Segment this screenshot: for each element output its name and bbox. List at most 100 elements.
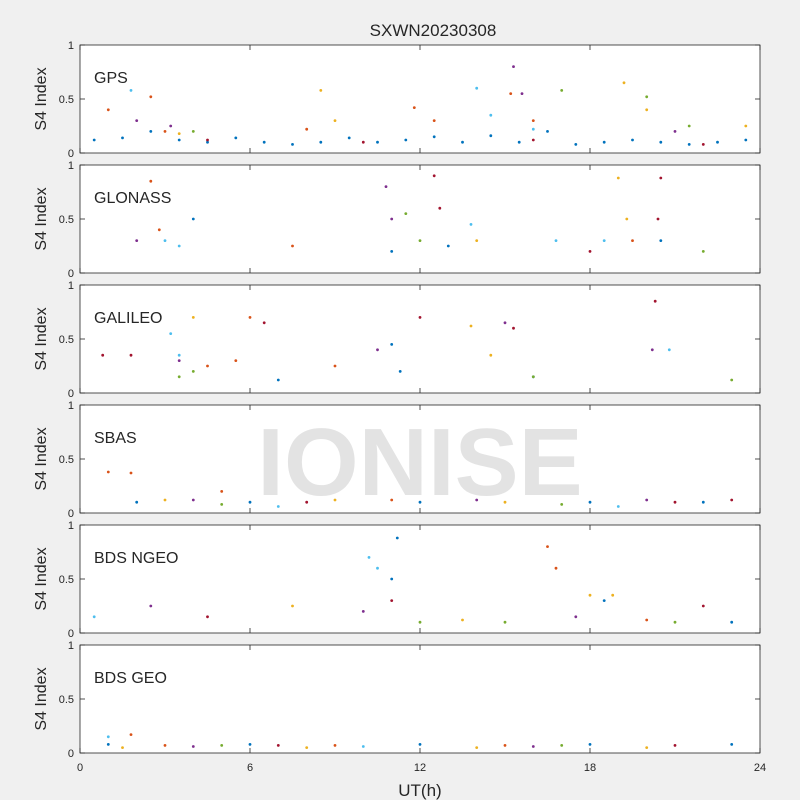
data-point: [469, 324, 473, 328]
data-point: [574, 615, 578, 619]
data-point: [489, 134, 493, 138]
panel-label: BDS GEO: [94, 670, 167, 687]
data-point: [744, 124, 748, 128]
data-point: [149, 604, 153, 608]
data-point: [395, 536, 399, 540]
data-point: [631, 138, 634, 142]
y-tick-label: 0.5: [59, 214, 74, 226]
x-tick-label: 6: [247, 762, 253, 774]
data-point: [744, 138, 748, 142]
panel-gps: 0 0.5 1 S4 Index GPS: [33, 40, 761, 160]
data-point: [149, 95, 153, 99]
scatter-points: [92, 536, 734, 624]
data-point: [730, 620, 734, 624]
data-point: [177, 375, 181, 379]
data-point: [645, 108, 649, 112]
data-point: [361, 140, 365, 144]
data-point: [716, 140, 719, 144]
y-tick-label: 0.5: [59, 694, 74, 706]
data-point: [503, 321, 507, 325]
panel-label: GPS: [94, 70, 128, 87]
data-point: [412, 106, 416, 109]
data-point: [262, 321, 266, 325]
data-point: [404, 212, 408, 216]
data-point: [588, 250, 592, 253]
data-point: [206, 615, 209, 619]
scatter-points: [106, 470, 734, 508]
y-tick-label: 0: [68, 388, 74, 400]
data-point: [234, 359, 238, 362]
data-point: [588, 500, 592, 504]
data-point: [653, 299, 657, 303]
y-tick-label: 0.5: [59, 454, 74, 466]
y-tick-label: 1: [68, 160, 74, 172]
data-point: [631, 239, 634, 243]
y-tick-label: 0.5: [59, 94, 74, 106]
watermark-text: IONISE: [257, 409, 582, 516]
x-tick-labels: 0 6 12 18 24: [77, 762, 766, 774]
data-point: [418, 239, 422, 243]
data-point: [367, 556, 371, 559]
data-point: [163, 130, 167, 133]
data-point: [177, 244, 181, 248]
data-point: [432, 119, 436, 122]
data-point: [531, 138, 535, 142]
data-point: [489, 113, 493, 117]
data-point: [191, 217, 195, 221]
data-point: [135, 239, 139, 243]
panel-sbas: 0 0.5 1 S4 Index SBAS: [33, 400, 761, 520]
x-tick-label: 18: [584, 762, 596, 774]
x-tick-label: 12: [414, 762, 426, 774]
data-point: [248, 316, 252, 319]
data-point: [398, 370, 402, 373]
data-point: [92, 138, 96, 142]
data-point: [588, 593, 592, 597]
data-point: [673, 500, 677, 504]
data-point: [673, 130, 677, 133]
data-point: [248, 500, 252, 504]
data-point: [163, 498, 167, 502]
data-point: [560, 744, 564, 747]
panel-glonass: 0 0.5 1 S4 Index GLONASS: [33, 160, 761, 280]
data-point: [625, 217, 629, 221]
data-point: [376, 140, 379, 144]
scatter-points: [92, 65, 748, 146]
data-point: [276, 505, 280, 508]
data-point: [531, 127, 535, 131]
data-point: [446, 244, 450, 248]
data-point: [489, 353, 493, 357]
data-point: [376, 566, 379, 570]
data-point: [291, 604, 294, 608]
y-tick-label: 1: [68, 280, 74, 292]
axes-box: [79, 44, 761, 154]
data-point: [461, 618, 464, 622]
x-tick-label: 0: [77, 762, 83, 774]
data-point: [106, 743, 110, 746]
data-point: [106, 108, 110, 112]
data-point: [135, 500, 139, 504]
data-point: [546, 545, 549, 548]
data-point: [220, 490, 224, 493]
data-point: [730, 743, 734, 746]
data-point: [191, 498, 195, 502]
data-point: [347, 136, 351, 140]
y-axis-label: S4 Index: [33, 67, 50, 130]
data-point: [517, 140, 521, 144]
data-point: [169, 124, 173, 128]
panels: 0 0.5 1 S4 Index GPS 0 0.5 1 S4 Index GLONASS 0 0.5…: [33, 40, 761, 760]
y-tick-label: 1: [68, 40, 74, 52]
data-point: [602, 599, 606, 602]
data-point: [149, 179, 153, 183]
y-tick-label: 0.5: [59, 574, 74, 586]
data-point: [220, 503, 224, 506]
data-point: [701, 250, 705, 253]
data-point: [475, 86, 479, 90]
panel-label: SBAS: [94, 430, 137, 447]
data-point: [701, 500, 705, 504]
data-point: [390, 599, 394, 602]
data-point: [177, 353, 181, 357]
data-point: [206, 138, 209, 142]
data-point: [701, 143, 705, 146]
panel-bds-ngeo: 0 0.5 1 S4 Index BDS NGEO: [33, 520, 761, 640]
